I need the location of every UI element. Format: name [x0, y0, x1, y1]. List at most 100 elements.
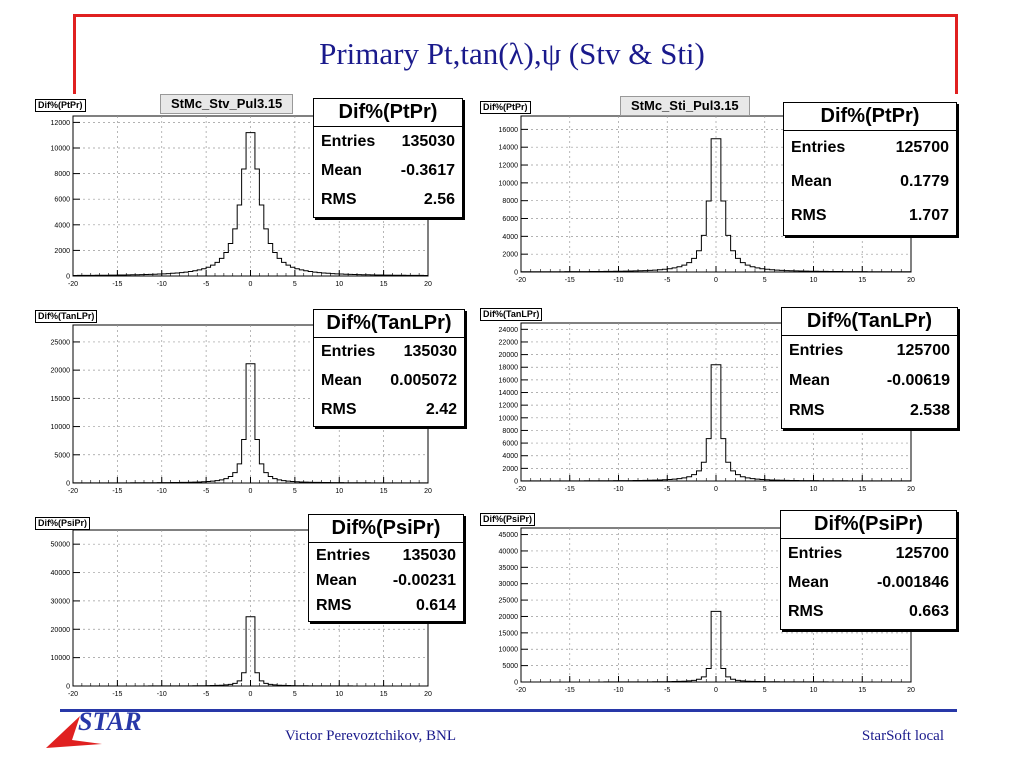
y-tick-label: 20000 [51, 368, 71, 375]
stats-rms-value: 1.707 [908, 207, 949, 224]
y-tick-label: 8000 [54, 171, 70, 178]
slide-title: Primary Pt,tan(λ),ψ (Stv & Sti) [319, 36, 705, 71]
stats-rms-label: RMS [791, 207, 827, 224]
x-tick-label: 20 [424, 488, 432, 495]
histogram-name-tag: Dif%(TanLPr) [35, 310, 98, 323]
y-tick-label: 35000 [499, 565, 519, 572]
y-tick-label: 0 [66, 274, 70, 281]
x-tick-label: -15 [112, 691, 122, 698]
x-tick-label: -20 [516, 277, 526, 284]
y-tick-label: 2000 [54, 248, 70, 255]
x-tick-label: 15 [380, 281, 388, 288]
y-tick-label: 4000 [54, 222, 70, 229]
x-tick-label: -10 [157, 691, 167, 698]
x-tick-label: -20 [68, 281, 78, 288]
y-tick-label: 20000 [499, 614, 519, 621]
y-tick-label: 14000 [499, 145, 519, 152]
stats-box: Dif%(TanLPr) Entries 125700 Mean -0.00619 … [781, 307, 958, 429]
x-tick-label: -5 [664, 277, 670, 284]
y-tick-label: 16000 [499, 127, 519, 134]
stats-rms-label: RMS [789, 402, 825, 419]
y-tick-label: 40000 [51, 570, 71, 577]
stats-mean-value: -0.00619 [886, 372, 950, 389]
stats-rms-value: 0.614 [415, 597, 456, 615]
stats-box-name: Dif%(PtPr) [784, 103, 956, 131]
y-tick-label: 12000 [51, 120, 71, 127]
stats-mean-value: 0.1779 [900, 173, 949, 190]
x-tick-label: -5 [203, 281, 209, 288]
x-tick-label: 0 [714, 277, 718, 284]
stats-rms-label: RMS [321, 400, 357, 418]
y-tick-label: 8000 [502, 428, 518, 435]
x-tick-label: 10 [335, 281, 343, 288]
x-tick-label: 10 [335, 691, 343, 698]
y-tick-label: 20000 [51, 627, 71, 634]
histogram-name-tag: Dif%(PsiPr) [35, 517, 91, 530]
y-tick-label: 8000 [502, 198, 518, 205]
x-tick-label: -5 [203, 488, 209, 495]
x-tick-label: 10 [810, 687, 818, 694]
y-tick-label: 0 [514, 479, 518, 486]
stats-entries-label: Entries [316, 546, 371, 564]
footer-rule [60, 709, 957, 712]
stats-rms-label: RMS [788, 603, 824, 621]
y-tick-label: 24000 [499, 327, 519, 334]
x-tick-label: -5 [664, 687, 670, 694]
y-tick-label: 10000 [499, 647, 519, 654]
x-tick-label: 10 [810, 486, 818, 493]
y-tick-label: 0 [66, 481, 70, 488]
y-tick-label: 25000 [499, 598, 519, 605]
y-tick-label: 22000 [499, 339, 519, 346]
stats-box-name: Dif%(TanLPr) [782, 308, 957, 336]
stats-box: Dif%(PtPr) Entries 135030 Mean -0.3617 RMS… [313, 98, 463, 218]
stats-rms-label: RMS [321, 191, 357, 209]
histogram-line [72, 363, 429, 484]
y-tick-label: 4000 [502, 234, 518, 241]
y-tick-label: 10000 [499, 415, 519, 422]
star-logo-text: STAR [78, 707, 142, 736]
histogram-title-tab: StMc_Sti_Pul3.15 [620, 96, 750, 116]
histogram-name-tag: Dif%(PtPr) [480, 101, 531, 114]
stats-entries-label: Entries [789, 342, 844, 359]
histogram-line [520, 138, 912, 273]
x-tick-label: -20 [516, 486, 526, 493]
stats-mean-label: Mean [316, 571, 357, 589]
y-tick-label: 30000 [499, 581, 519, 588]
x-tick-label: -10 [157, 488, 167, 495]
stats-box-name: Dif%(PtPr) [314, 99, 462, 127]
stats-entries-label: Entries [321, 343, 376, 361]
stats-box-name: Dif%(TanLPr) [314, 310, 464, 338]
y-tick-label: 25000 [51, 339, 71, 346]
x-tick-label: 5 [763, 687, 767, 694]
stats-entries-label: Entries [791, 139, 846, 156]
star-logo: STAR [46, 707, 142, 748]
x-tick-label: -5 [203, 691, 209, 698]
histogram-name-tag: Dif%(PsiPr) [480, 513, 536, 526]
stats-box: Dif%(PsiPr) Entries 135030 Mean -0.00231 R… [308, 514, 464, 622]
stats-mean-label: Mean [321, 161, 362, 179]
y-tick-label: 20000 [499, 352, 519, 359]
y-tick-label: 30000 [51, 598, 71, 605]
y-tick-label: 0 [514, 680, 518, 687]
stats-box: Dif%(TanLPr) Entries 135030 Mean 0.005072 … [313, 309, 465, 427]
y-tick-label: 5000 [54, 452, 70, 459]
stats-mean-label: Mean [789, 372, 830, 389]
y-tick-label: 15000 [51, 396, 71, 403]
x-tick-label: 20 [907, 486, 915, 493]
x-tick-label: 15 [858, 687, 866, 694]
y-tick-label: 14000 [499, 390, 519, 397]
stats-mean-value: -0.3617 [400, 161, 455, 179]
x-tick-label: -15 [112, 281, 122, 288]
stats-entries-value: 125700 [896, 342, 950, 359]
stats-mean-label: Mean [791, 173, 832, 190]
stats-box-name: Dif%(PsiPr) [309, 515, 463, 543]
stats-rms-value: 2.56 [423, 191, 455, 209]
x-tick-label: 5 [293, 488, 297, 495]
stats-rms-value: 2.538 [909, 402, 950, 419]
y-tick-label: 10000 [51, 424, 71, 431]
stats-box: Dif%(PsiPr) Entries 125700 Mean -0.001846 … [780, 510, 957, 630]
x-tick-label: 5 [293, 281, 297, 288]
x-tick-label: 10 [810, 277, 818, 284]
y-tick-label: 50000 [51, 542, 71, 549]
x-tick-label: 15 [858, 277, 866, 284]
